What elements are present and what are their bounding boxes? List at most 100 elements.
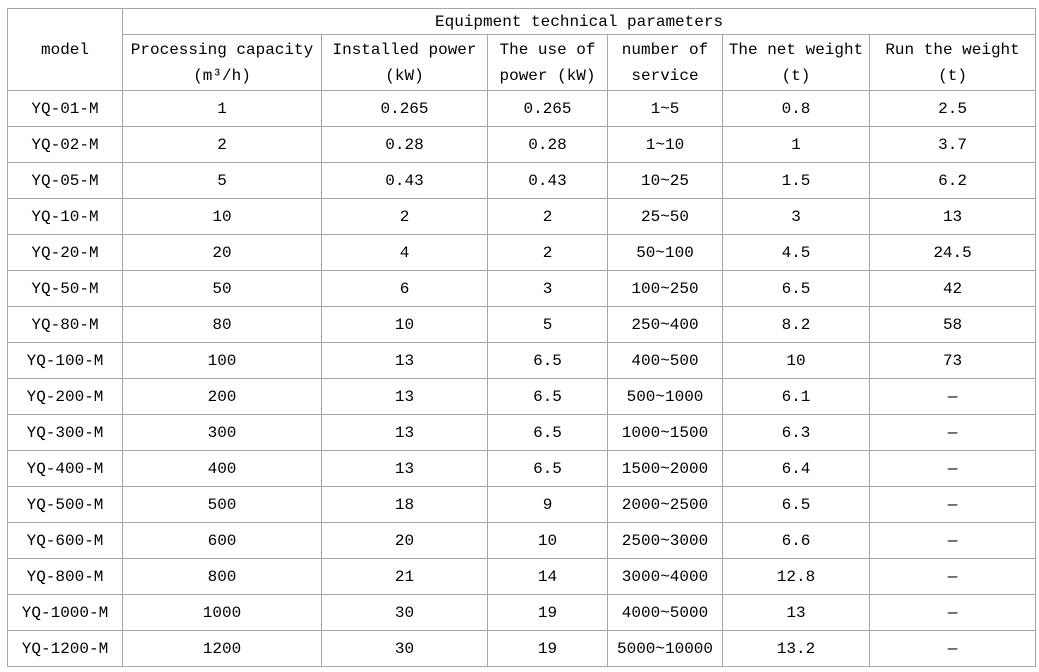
- cell-number-of-service: 1000~1500: [607, 414, 723, 451]
- cell-installed-power: 0.265: [321, 90, 488, 127]
- cell-model: YQ-50-M: [7, 270, 123, 307]
- cell-installed-power: 0.28: [321, 126, 488, 163]
- cell-number-of-service: 400~500: [607, 342, 723, 379]
- cell-run-weight: 42: [868, 270, 1037, 307]
- cell-run-weight: 73: [868, 342, 1037, 379]
- cell-model: YQ-500-M: [7, 486, 123, 523]
- cell-processing-capacity: 600: [122, 522, 322, 559]
- cell-net-weight: 0.8: [722, 90, 870, 127]
- cell-installed-power: 13: [321, 414, 488, 451]
- cell-processing-capacity: 1: [122, 90, 322, 127]
- cell-processing-capacity: 200: [122, 378, 322, 415]
- cell-model: YQ-800-M: [7, 558, 123, 595]
- cell-run-weight: —: [868, 450, 1037, 487]
- cell-use-of-power: 19: [487, 594, 608, 631]
- cell-net-weight: 12.8: [722, 558, 870, 595]
- table-row: YQ-1200-M 1200 30 19 5000~10000 13.2—: [7, 630, 1037, 667]
- cell-model: YQ-1200-M: [7, 630, 123, 667]
- cell-run-weight: —: [868, 630, 1037, 667]
- cell-use-of-power: 0.28: [487, 126, 608, 163]
- cell-model: YQ-02-M: [7, 126, 123, 163]
- cell-installed-power: 18: [321, 486, 488, 523]
- cell-processing-capacity: 400: [122, 450, 322, 487]
- cell-installed-power: 21: [321, 558, 488, 595]
- cell-number-of-service: 1~10: [607, 126, 723, 163]
- table-row: YQ-200-M 200 13 6.5 500~1000 6.1—: [7, 378, 1037, 415]
- cell-net-weight: 10: [722, 342, 870, 379]
- cell-run-weight: —: [868, 594, 1037, 631]
- column-header-number-of-service: number of service: [607, 34, 723, 91]
- cell-use-of-power: 14: [487, 558, 608, 595]
- cell-installed-power: 30: [321, 594, 488, 631]
- table-row: YQ-1000-M 1000 30 19 4000~5000 13—: [7, 594, 1037, 631]
- cell-run-weight: —: [868, 558, 1037, 595]
- cell-model: YQ-10-M: [7, 198, 123, 235]
- cell-installed-power: 13: [321, 378, 488, 415]
- cell-installed-power: 10: [321, 306, 488, 343]
- cell-run-weight: —: [868, 522, 1037, 559]
- cell-use-of-power: 6.5: [487, 450, 608, 487]
- cell-net-weight: 4.5: [722, 234, 870, 271]
- cell-number-of-service: 4000~5000: [607, 594, 723, 631]
- cell-processing-capacity: 500: [122, 486, 322, 523]
- cell-processing-capacity: 20: [122, 234, 322, 271]
- cell-use-of-power: 3: [487, 270, 608, 307]
- cell-number-of-service: 3000~4000: [607, 558, 723, 595]
- cell-use-of-power: 10: [487, 522, 608, 559]
- table-row: YQ-400-M 400 13 6.5 1500~2000 6.4—: [7, 450, 1037, 487]
- cell-number-of-service: 2000~2500: [607, 486, 723, 523]
- cell-installed-power: 13: [321, 450, 488, 487]
- cell-model: YQ-100-M: [7, 342, 123, 379]
- cell-number-of-service: 10~25: [607, 162, 723, 199]
- cell-installed-power: 2: [321, 198, 488, 235]
- table-body: YQ-01-M 1 0.265 0.265 1~5 0.8 2.5 YQ-02-M 2 0.28 0…: [7, 90, 1037, 667]
- cell-processing-capacity: 10: [122, 198, 322, 235]
- cell-processing-capacity: 300: [122, 414, 322, 451]
- cell-run-weight: 24.5: [868, 234, 1037, 271]
- table-row: YQ-50-M 50 6 3 100~250 6.5 42: [7, 270, 1037, 307]
- cell-number-of-service: 50~100: [607, 234, 723, 271]
- cell-net-weight: 3: [722, 198, 870, 235]
- cell-net-weight: 6.1: [722, 378, 870, 415]
- equipment-parameters-table: model Equipment technical parameters Pro…: [7, 8, 1037, 667]
- cell-processing-capacity: 50: [122, 270, 322, 307]
- column-header-run-weight: Run the weight (t): [868, 34, 1037, 91]
- cell-run-weight: 6.2: [868, 162, 1037, 199]
- cell-number-of-service: 5000~10000: [607, 630, 723, 667]
- table-row: YQ-10-M 10 2 2 25~50 3 13: [7, 198, 1037, 235]
- cell-installed-power: 20: [321, 522, 488, 559]
- cell-number-of-service: 500~1000: [607, 378, 723, 415]
- cell-use-of-power: 6.5: [487, 414, 608, 451]
- cell-model: YQ-20-M: [7, 234, 123, 271]
- column-header-use-of-power: The use of power (kW): [487, 34, 608, 91]
- cell-net-weight: 6.5: [722, 486, 870, 523]
- table-row: YQ-02-M 2 0.28 0.28 1~10 1 3.7: [7, 126, 1037, 163]
- table-subheader-row: Processing capacity (m³/h) Installed pow…: [8, 34, 1037, 91]
- cell-installed-power: 4: [321, 234, 488, 271]
- cell-number-of-service: 100~250: [607, 270, 723, 307]
- cell-processing-capacity: 800: [122, 558, 322, 595]
- cell-number-of-service: 1~5: [607, 90, 723, 127]
- cell-net-weight: 6.6: [722, 522, 870, 559]
- table-row: YQ-300-M 300 13 6.5 1000~1500 6.3—: [7, 414, 1037, 451]
- cell-model: YQ-01-M: [7, 90, 123, 127]
- table-row: YQ-80-M 80 10 5 250~400 8.2 58: [7, 306, 1037, 343]
- cell-net-weight: 8.2: [722, 306, 870, 343]
- cell-installed-power: 13: [321, 342, 488, 379]
- cell-use-of-power: 9: [487, 486, 608, 523]
- cell-run-weight: —: [868, 378, 1037, 415]
- table-row: YQ-20-M 20 4 2 50~100 4.5 24.5: [7, 234, 1037, 271]
- cell-installed-power: 30: [321, 630, 488, 667]
- cell-processing-capacity: 2: [122, 126, 322, 163]
- cell-run-weight: 13: [868, 198, 1037, 235]
- cell-installed-power: 6: [321, 270, 488, 307]
- cell-model: YQ-1000-M: [7, 594, 123, 631]
- cell-model: YQ-300-M: [7, 414, 123, 451]
- cell-use-of-power: 0.43: [487, 162, 608, 199]
- table-row: YQ-05-M 5 0.43 0.43 10~25 1.5 6.2: [7, 162, 1037, 199]
- cell-run-weight: —: [868, 414, 1037, 451]
- cell-installed-power: 0.43: [321, 162, 488, 199]
- cell-model: YQ-80-M: [7, 306, 123, 343]
- cell-processing-capacity: 5: [122, 162, 322, 199]
